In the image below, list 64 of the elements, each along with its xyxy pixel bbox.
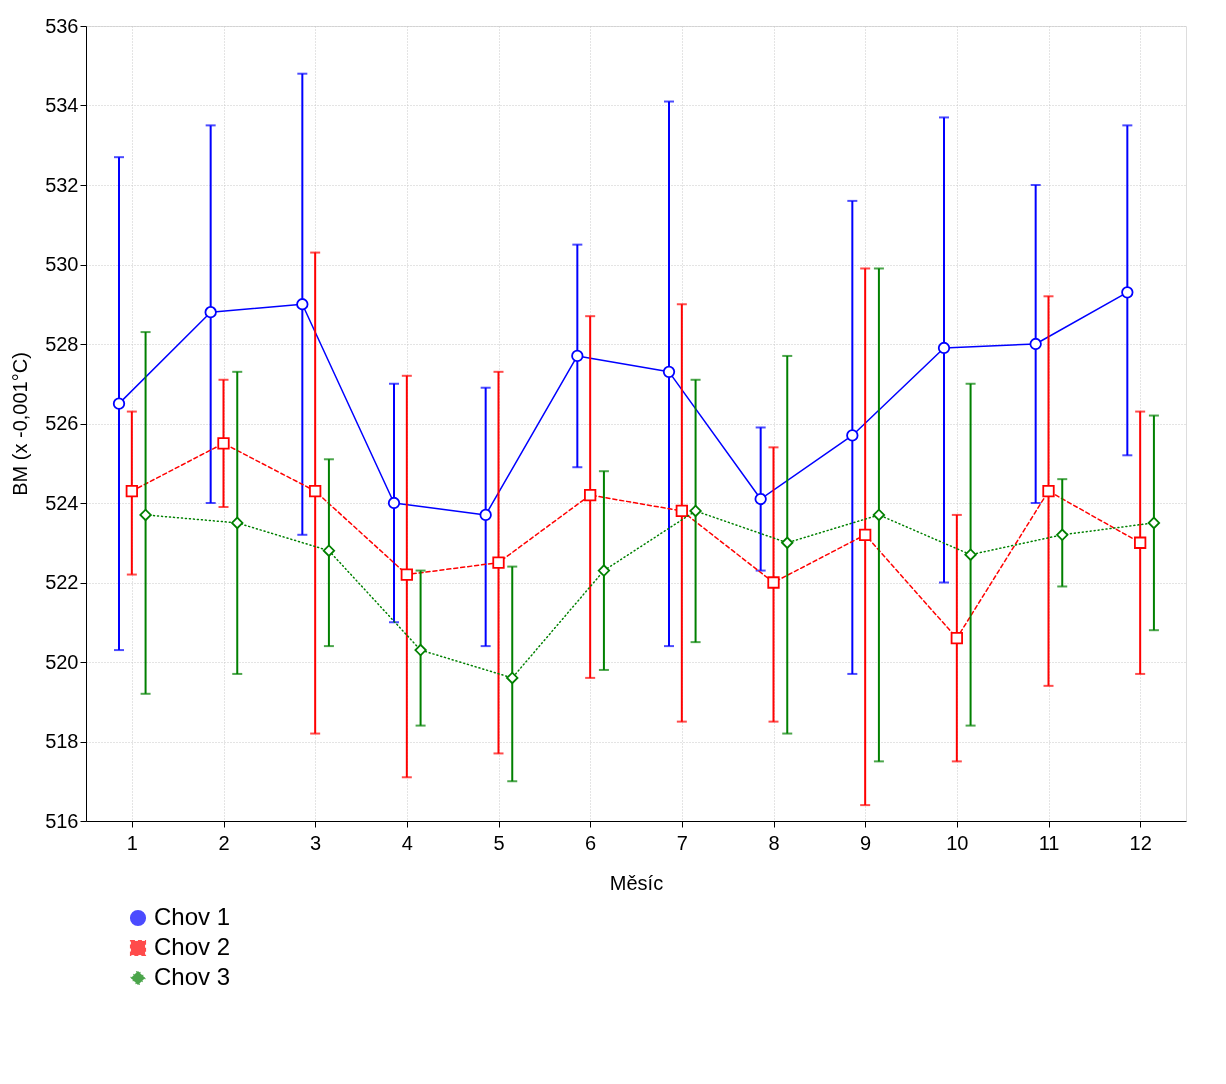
- x-tick-label: 8: [768, 831, 780, 854]
- point: [231, 516, 244, 530]
- point: [584, 488, 597, 502]
- point: [662, 365, 676, 378]
- point: [964, 548, 977, 561]
- y-tick-label: 520: [45, 650, 79, 673]
- point: [492, 556, 505, 569]
- x-tick-label: 1: [126, 831, 138, 854]
- x-tick-label: 11: [1038, 831, 1060, 854]
- x-tick-label: 2: [218, 831, 230, 854]
- point: [1147, 516, 1161, 530]
- point: [937, 341, 951, 355]
- point: [479, 508, 492, 522]
- y-tick-label: 528: [45, 332, 79, 355]
- point: [506, 671, 519, 685]
- point: [1056, 528, 1069, 541]
- x-tick-label: 10: [946, 831, 969, 854]
- point: [1134, 536, 1147, 549]
- point: [950, 632, 963, 645]
- point: [217, 437, 230, 450]
- point: [400, 568, 413, 581]
- legend-label: Chov 1: [154, 903, 231, 930]
- point: [309, 484, 322, 498]
- point: [859, 528, 872, 541]
- point: [322, 544, 336, 557]
- x-tick-label: 6: [585, 831, 597, 854]
- y-tick-label: 536: [45, 14, 79, 37]
- y-tick-label: 524: [45, 491, 79, 514]
- y-tick-label: 526: [45, 412, 79, 434]
- point: [767, 576, 780, 589]
- point: [571, 349, 584, 363]
- point: [781, 536, 794, 549]
- x-tick-label: 7: [676, 831, 688, 854]
- point: [597, 564, 611, 577]
- point: [754, 492, 767, 506]
- point: [296, 298, 309, 311]
- point: [414, 643, 427, 657]
- legend-label: Chov 2: [154, 933, 231, 960]
- y-tick-label: 532: [45, 173, 79, 196]
- x-tick-label: 9: [860, 831, 872, 854]
- y-tick-label: 530: [45, 253, 79, 275]
- point: [689, 504, 702, 518]
- point: [204, 306, 217, 319]
- legend-label: Chov 3: [154, 963, 231, 990]
- x-tick-label: 3: [310, 831, 322, 854]
- point: [139, 508, 152, 522]
- y-tick-label: 516: [45, 809, 79, 832]
- point: [1029, 337, 1042, 351]
- point: [872, 508, 886, 522]
- x-tick-label: 4: [401, 831, 413, 854]
- y-tick-label: 518: [45, 730, 79, 752]
- point: [675, 504, 688, 518]
- point: [112, 397, 126, 410]
- x-tick-label: 5: [493, 831, 505, 854]
- y-axis-title: BM (x -0,001°C): [9, 352, 32, 496]
- point: [846, 429, 859, 442]
- point: [1121, 286, 1134, 299]
- point: [125, 484, 138, 498]
- x-axis-title: Měsíc: [609, 871, 664, 894]
- point: [387, 496, 401, 510]
- x-tick-label: 12: [1129, 831, 1152, 854]
- y-tick-label: 522: [45, 571, 79, 593]
- point: [1042, 484, 1055, 498]
- y-tick-label: 534: [45, 94, 79, 116]
